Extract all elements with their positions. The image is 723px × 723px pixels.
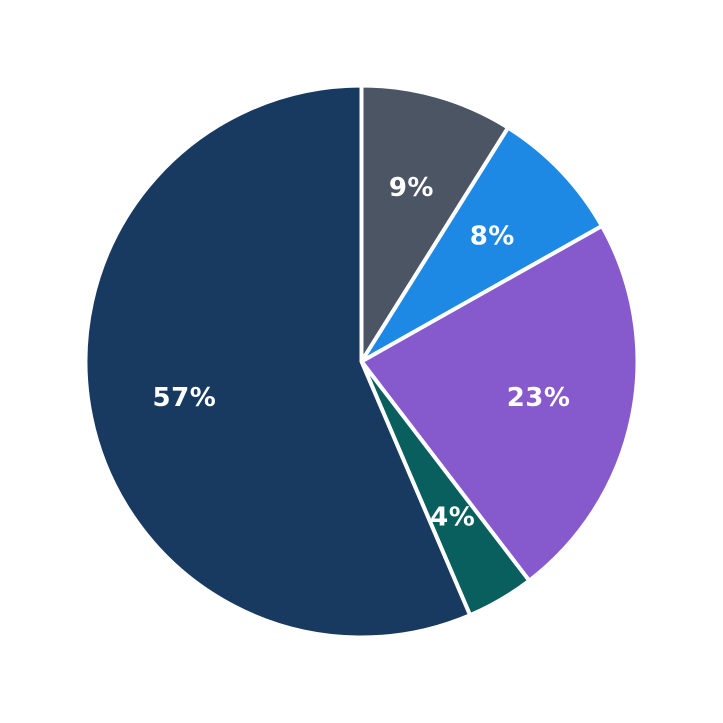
pie-slice-1 [359,125,604,364]
pie-slice-2 [359,223,640,583]
pie-slice-0 [359,83,511,364]
pie-slice-4 [83,83,473,640]
